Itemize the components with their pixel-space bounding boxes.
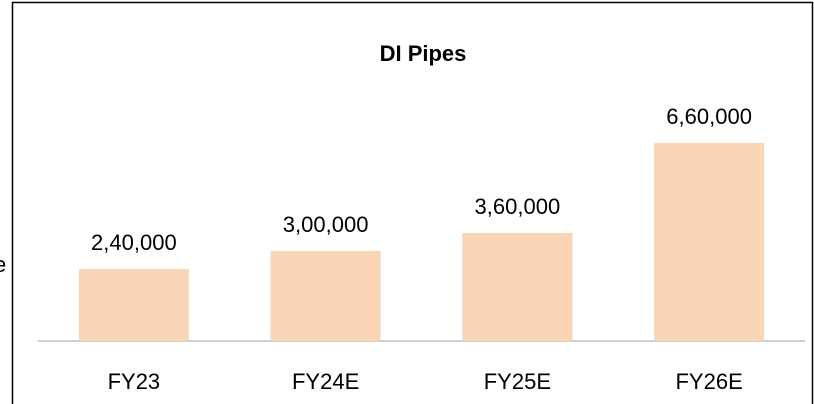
x-tick-label: FY25E — [484, 369, 551, 394]
annotation: e — [0, 252, 6, 277]
x-tick-label: FY23 — [108, 369, 161, 394]
bar — [78, 269, 189, 341]
bar — [270, 251, 381, 341]
data-label: 2,40,000 — [91, 230, 177, 255]
data-label: 3,60,000 — [475, 194, 561, 219]
x-tick-label: FY26E — [675, 369, 742, 394]
data-label: 6,60,000 — [666, 104, 752, 129]
x-tick-label: FY24E — [292, 369, 359, 394]
bar — [654, 143, 765, 341]
chart-title: DI Pipes — [380, 41, 467, 66]
data-label: 3,00,000 — [283, 212, 369, 237]
bar — [462, 233, 573, 341]
